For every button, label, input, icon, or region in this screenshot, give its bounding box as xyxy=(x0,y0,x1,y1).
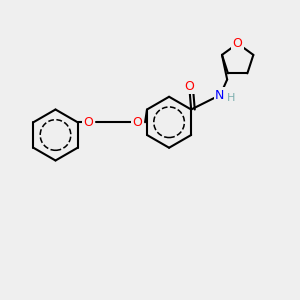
Text: O: O xyxy=(185,80,195,93)
Text: O: O xyxy=(233,37,243,50)
Text: O: O xyxy=(83,116,93,129)
Text: N: N xyxy=(215,88,224,102)
Text: H: H xyxy=(226,93,235,103)
Text: O: O xyxy=(133,116,142,129)
